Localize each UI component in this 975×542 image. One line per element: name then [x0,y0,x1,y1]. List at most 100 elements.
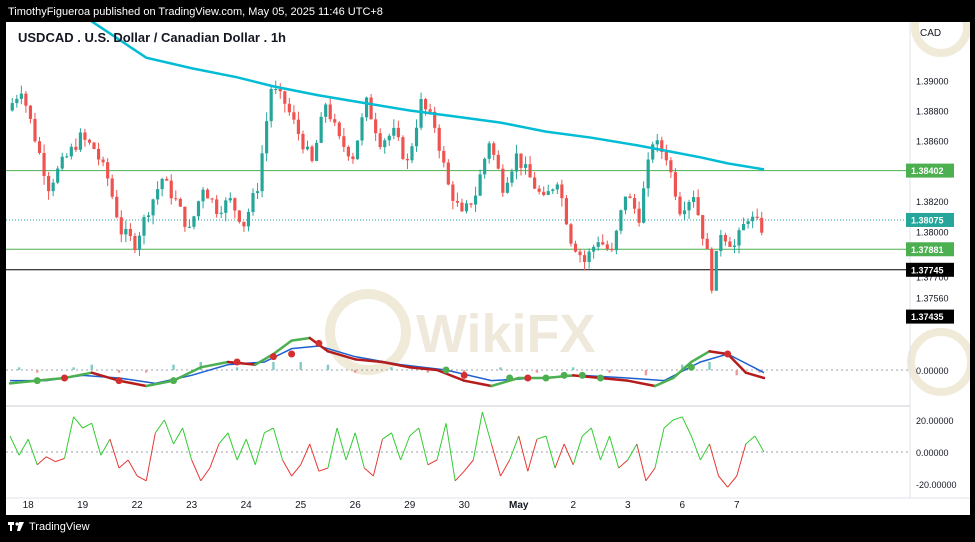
y-tick-label: 1.37560 [916,294,949,304]
wikifx-watermark: WikiFX [325,22,970,396]
osc-line-segment [563,443,574,466]
candle-body [278,88,282,92]
macd-line-segment [353,358,384,364]
osc-line-segment [73,416,84,429]
price-label: 1.38075 [911,215,944,225]
macd-cross-dot [460,371,468,379]
macd-histogram-bar [572,367,575,370]
candle-body [560,184,564,199]
candle-body [392,127,396,136]
candle-body [592,246,596,252]
candle-body [760,217,764,233]
osc-y-tick-label: -20.00000 [916,480,957,490]
candle-body [237,210,241,222]
candle-body [410,146,414,161]
candle-body [83,132,87,140]
chart-svg[interactable]: WikiFX 1.39000 1.38800 1.38600 1.38200 1.380… [6,22,970,515]
price-label: 1.37881 [911,245,944,255]
candle-body [564,198,569,225]
candle-body [78,132,82,150]
candle-body [192,216,196,227]
y-tick-label: 1.38000 [916,227,949,237]
candle-body [419,99,423,128]
candle-body [542,191,546,195]
price-label-bg [906,309,954,324]
candle-body [169,180,173,199]
candle-body [396,127,400,138]
watermark-text: WikiFX [416,304,596,364]
osc-line-segment [145,432,156,481]
osc-line-segment [163,419,174,445]
macd-cross-dot [233,358,241,366]
macd-histogram-bar [199,362,202,370]
price-label: 1.37435 [911,312,944,322]
candle-body [601,242,605,245]
osc-line-segment [463,459,474,472]
candle-body [437,127,441,151]
candle-body [519,153,523,168]
osc-line-segment [82,422,92,429]
candle-body [451,184,455,201]
osc-line-segment [572,435,583,465]
candle-body [24,93,28,106]
x-tick-label: 29 [404,500,416,511]
candle-body [732,245,737,247]
watermark-logo-top [911,22,970,57]
candle-body [33,118,37,142]
candle-body [351,156,355,160]
candle-body [614,230,618,251]
candle-body [201,189,205,202]
candle-body [274,88,278,90]
osc-line-segment [590,427,601,461]
candle-body [183,206,187,227]
currency-label: CAD [920,28,942,39]
y-tick-label: 1.38600 [916,137,949,147]
osc-line-segment [727,475,738,488]
osc-line-segment [64,416,75,459]
macd-histogram-bar [172,364,175,370]
macd-cross-dot [687,363,695,371]
watermark-logo-right [907,328,970,396]
candle-body [428,109,432,112]
candle-body [414,127,419,147]
candle-body [87,139,92,143]
macd-line-segment [408,366,439,372]
osc-line-segment [182,427,193,461]
candle-body [151,199,155,216]
macd-cross-dot [288,350,296,358]
candle-body [128,228,132,236]
macd-line-segment [290,336,312,342]
candle-body [424,99,428,110]
macd-line-segment [8,379,39,385]
candle-body [383,140,387,148]
candle-body [178,198,182,207]
candle-body [478,174,482,196]
osc-line-segment [409,427,420,437]
candle-body [319,116,323,143]
candle-body [737,230,741,246]
candle-body [469,203,473,205]
macd-histogram-bar [681,364,684,370]
osc-line-segment [291,464,302,477]
candle-body [219,212,223,214]
candle-body [642,188,646,223]
osc-line-segment [645,467,656,482]
y-tick-label: 1.38200 [916,197,949,207]
macd-histogram-bar [90,364,93,370]
x-tick-label: 22 [132,500,144,511]
candle-body [741,224,746,231]
candle-body [723,235,727,242]
price-label: 1.37745 [911,265,944,275]
price-levels [6,170,910,271]
candle-body [115,196,119,218]
chart-panel[interactable]: WikiFX 1.39000 1.38800 1.38600 1.38200 1.380… [6,22,970,515]
macd-cross-dot [560,371,568,379]
candle-body [106,162,110,179]
macd-line-segment [199,360,230,369]
osc-line-segment [436,423,447,461]
candle-body [360,117,364,141]
osc-line-segment [136,475,147,482]
macd-histogram-bar [535,370,539,373]
osc-line-segment [672,416,683,421]
